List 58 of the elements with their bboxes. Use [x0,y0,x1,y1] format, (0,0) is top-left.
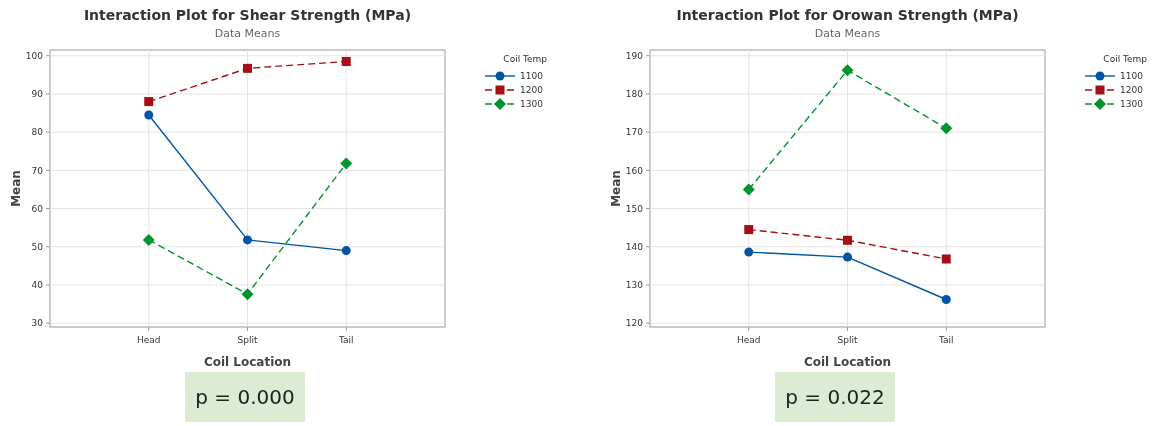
y-tick-label: 170 [625,127,644,138]
legend-label: 1200 [520,85,544,96]
legend-title: Coil Temp [1103,54,1148,64]
x-tick-label: Head [736,335,761,345]
y-tick-label: 120 [625,318,644,329]
point [841,64,854,77]
legend-label: 1300 [520,99,544,110]
point [243,235,252,245]
x-tick-label: Split [837,335,858,345]
y-axis-title: Mean [609,170,623,207]
x-axis-title: Coil Location [203,355,292,369]
point [142,233,155,246]
point [744,247,754,257]
y-tick-label: 60 [31,203,44,214]
point [744,225,754,235]
y-tick-label: 160 [625,165,644,176]
legend-label: 1300 [1120,99,1144,110]
x-tick-label: Split [237,335,258,345]
chart-title: Interaction Plot for Orowan Strength (MPa) [676,7,1019,23]
point [241,288,254,301]
legend-label: 1200 [1120,85,1144,96]
point [843,252,852,262]
x-axis-title: Coil Location [803,355,892,369]
legend-label: 1100 [520,71,544,82]
point [341,56,351,66]
point [742,183,755,196]
chart-subtitle: Data Means [214,27,281,40]
text: p = 0.022 [785,385,885,409]
y-tick-label: 50 [31,241,44,252]
text: p = 0.000 [195,385,295,409]
chart-subtitle: Data Means [814,27,881,40]
y-tick-label: 30 [31,318,44,329]
y-tick-label: 150 [625,203,644,214]
y-axis-title: Mean [9,170,23,207]
y-tick-label: 90 [31,89,44,100]
point [144,97,154,107]
y-tick-label: 80 [31,127,44,138]
point [341,246,351,256]
y-tick-label: 70 [31,165,44,176]
x-tick-label: Head [136,335,161,345]
y-tick-label: 130 [625,280,644,291]
y-tick-label: 140 [625,241,644,252]
point [144,110,154,120]
point [340,157,353,170]
y-tick-label: 190 [625,50,644,61]
point [243,63,252,73]
y-tick-label: 100 [25,50,44,61]
legend-title: Coil Temp [503,54,548,64]
point [843,235,852,245]
point [941,254,951,264]
legend-label: 1100 [1120,71,1144,82]
x-tick-label: Tail [337,335,354,345]
y-tick-label: 40 [31,280,44,291]
point [941,294,951,304]
chart-title: Interaction Plot for Shear Strength (MPa) [83,7,412,23]
point [940,122,953,135]
y-tick-label: 180 [625,89,644,100]
x-tick-label: Tail [937,335,954,345]
